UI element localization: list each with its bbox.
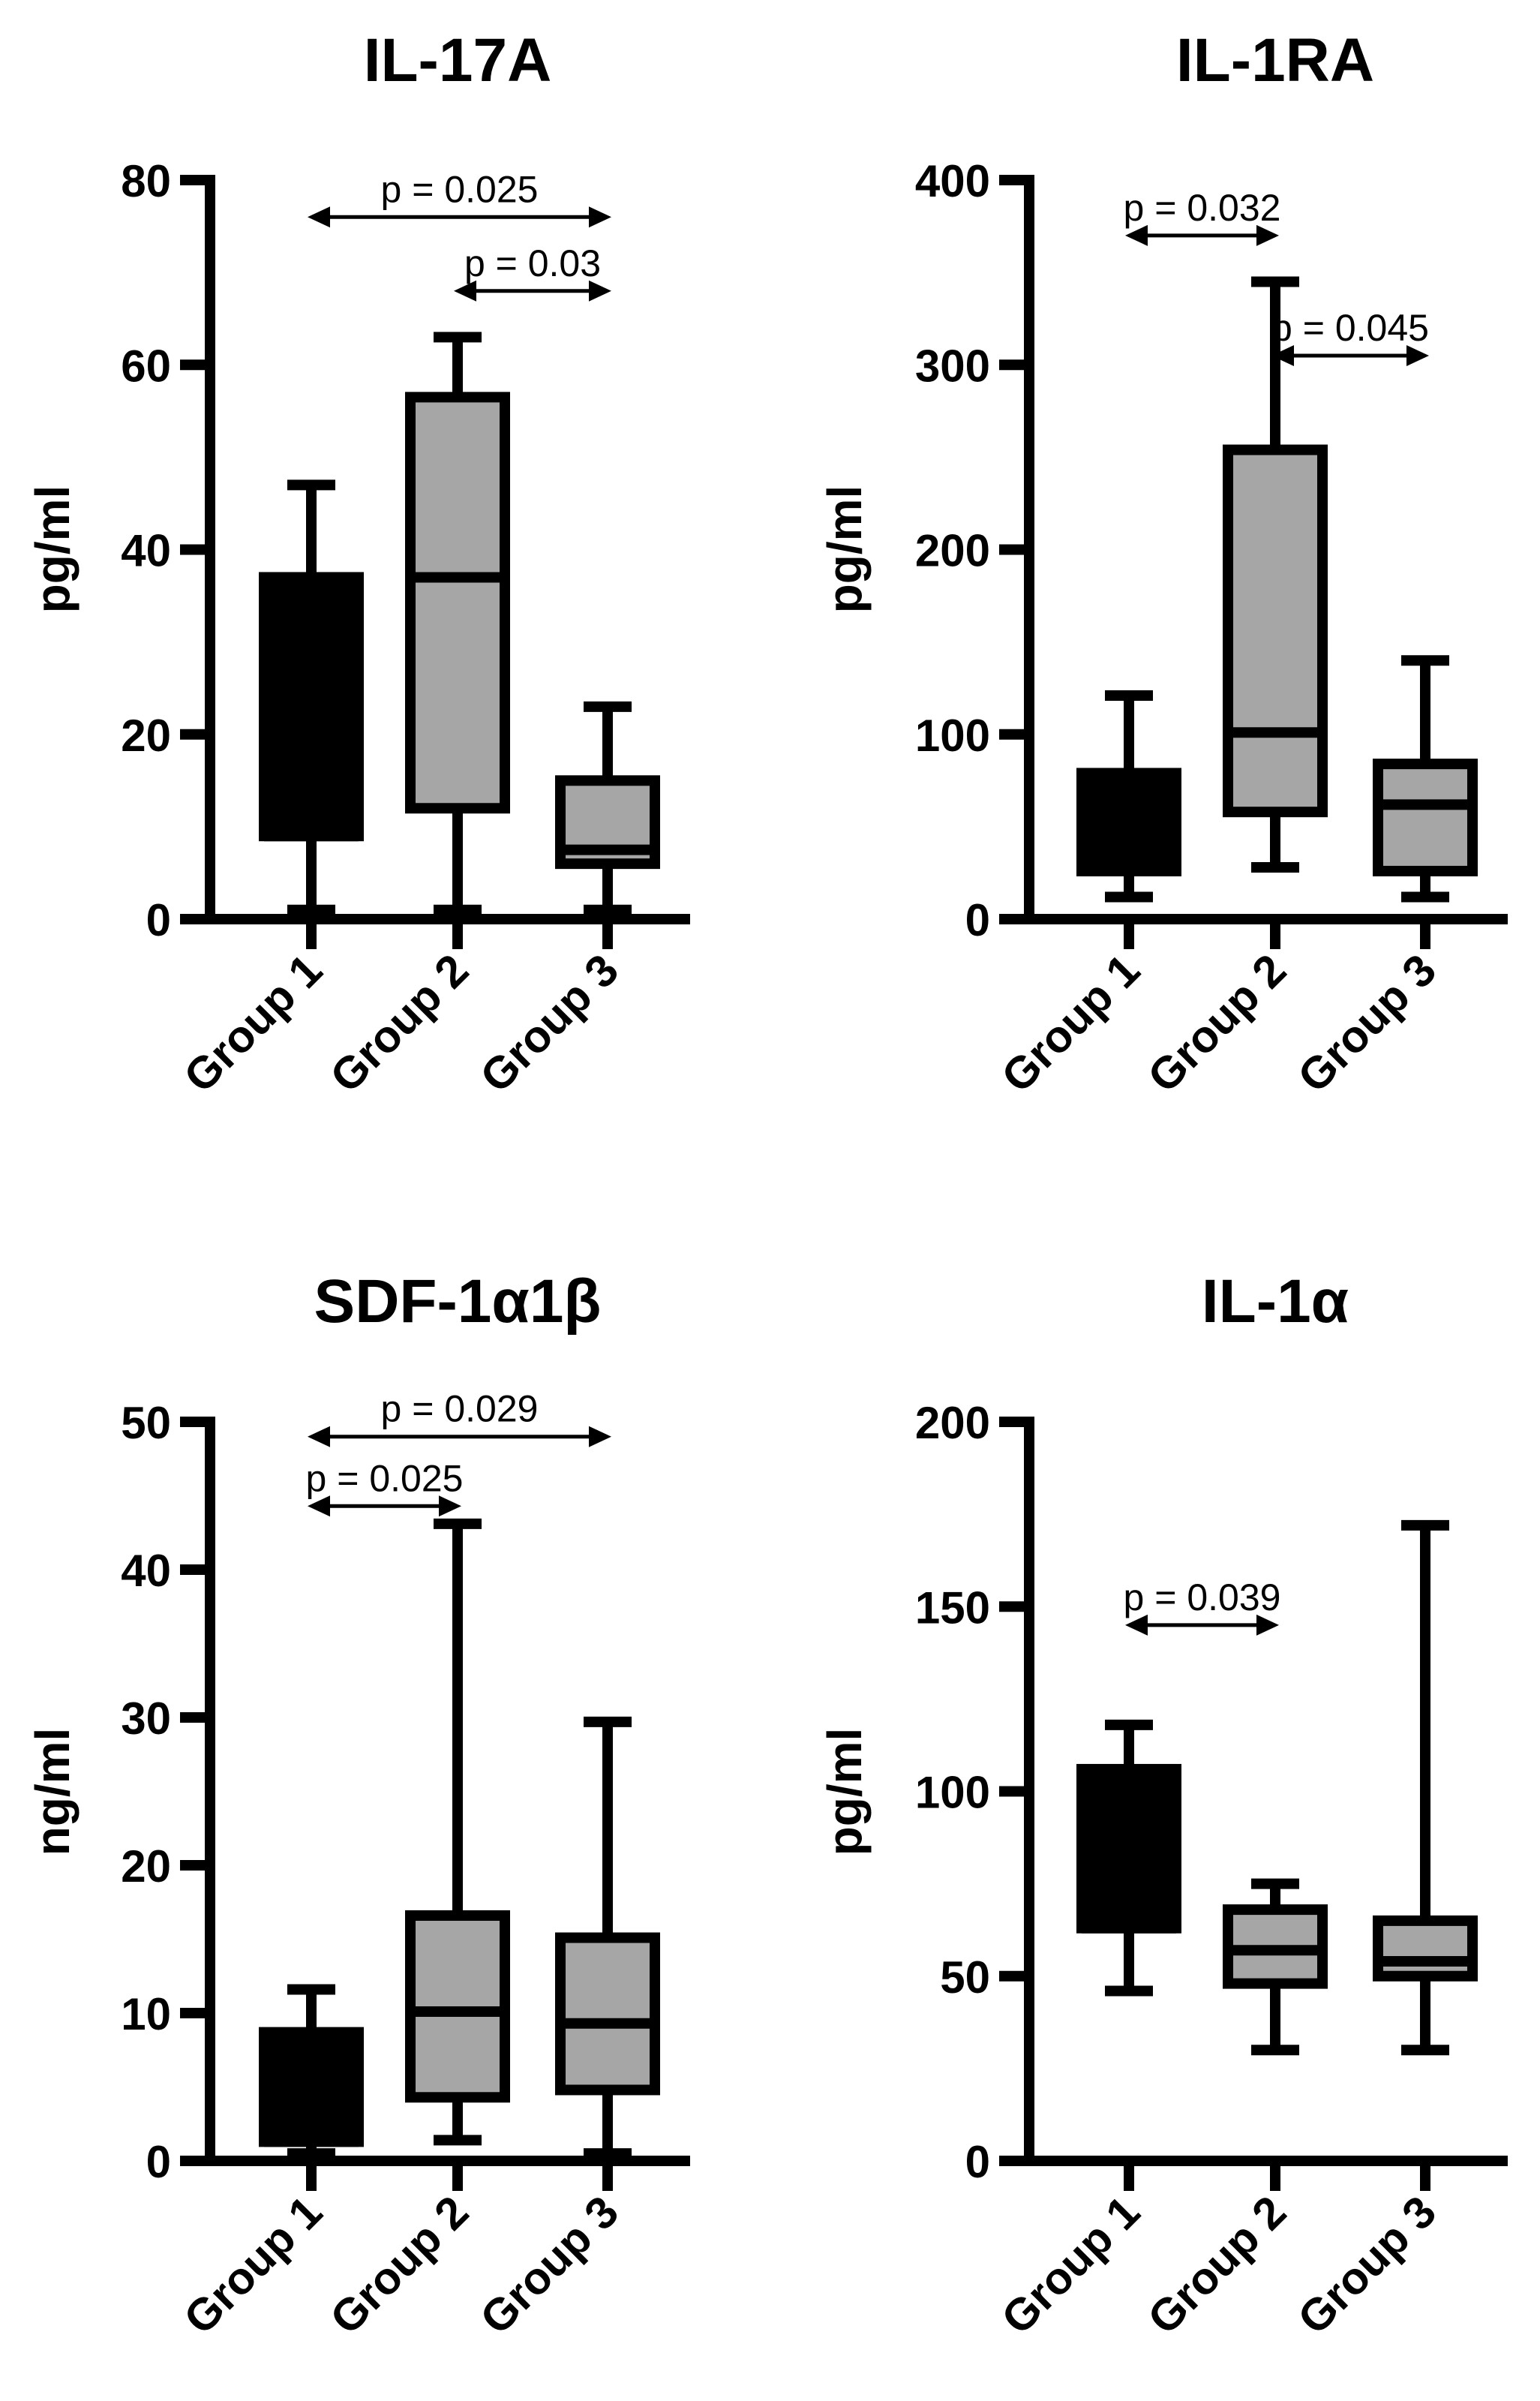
y-axis-label: pg/ml [818,485,872,614]
y-tick-label: 80 [121,156,171,206]
box-3 [555,1716,660,2159]
comparison: p = 0.025 [308,168,611,228]
box-iqr [1076,1763,1181,1934]
y-tick-label: 300 [915,341,990,391]
box-2 [405,332,510,915]
box-3 [1373,1519,1478,2056]
box-2 [1223,1878,1328,2056]
y-tick-label: 40 [121,1546,171,1596]
y-tick-label: 0 [965,895,990,945]
x-tick-label: Group 2 [1138,2186,1295,2344]
arrowhead-left [1125,1614,1148,1636]
p-value-label: p = 0.03 [464,242,601,284]
y-tick-label: 0 [146,895,171,945]
y-tick-label: 40 [121,526,171,576]
arrowhead-right [589,1426,611,1447]
box-iqr [259,2027,364,2147]
y-tick-label: 50 [940,1952,990,2003]
arrowhead-left [1125,224,1148,246]
arrowhead-left [1271,344,1294,366]
arrowhead-right [589,206,611,228]
box-iqr [259,572,364,842]
box-iqr [555,1932,660,2096]
y-axis-label: ng/ml [26,1728,80,1856]
box-2 [405,1518,510,2146]
y-tick-label: 0 [965,2137,990,2187]
arrowhead-left [308,206,330,228]
y-tick-label: 200 [915,526,990,576]
arrowhead-left [308,1426,330,1447]
chart-title: SDF-1α1β [314,1267,602,1336]
arrowhead-right [1406,344,1429,366]
p-value-label: p = 0.025 [381,168,539,210]
x-tick-label: Group 1 [992,2186,1149,2344]
y-tick-label: 10 [121,1989,171,2039]
box-1 [259,1984,364,2159]
comparison: p = 0.039 [1124,1576,1281,1636]
y-axis-label: pg/ml [818,1728,872,1856]
p-value-label: p = 0.029 [381,1388,539,1430]
p-value-label: p = 0.039 [1124,1576,1281,1618]
x-tick-label: Group 2 [320,2186,478,2344]
box-iqr [1223,444,1328,818]
x-tick-label: Group 1 [992,945,1149,1102]
x-tick-label: Group 2 [1138,945,1295,1102]
x-tick-label: Group 3 [1288,2186,1445,2344]
arrowhead-right [439,1495,461,1517]
comparison: p = 0.029 [308,1388,611,1447]
arrowhead-right [589,280,611,302]
y-tick-label: 50 [121,1398,171,1448]
box-3 [1373,655,1478,903]
x-tick-label: Group 3 [470,945,628,1102]
y-tick-label: 100 [915,1768,990,1818]
y-tick-label: 200 [915,1398,990,1448]
comparison: p = 0.032 [1124,187,1281,246]
y-axis-label: pg/ml [26,485,80,614]
p-value-label: p = 0.045 [1271,307,1429,349]
chart-title: IL-1RA [1176,26,1374,95]
comparison: p = 0.025 [306,1457,464,1517]
p-value-label: p = 0.032 [1124,187,1281,229]
y-tick-label: 30 [121,1693,171,1744]
comparison: p = 0.045 [1271,307,1429,366]
y-tick-label: 100 [915,711,990,761]
p-value-label: p = 0.025 [306,1457,464,1499]
box-iqr [405,392,510,814]
y-tick-label: 150 [915,1582,990,1633]
y-tick-label: 400 [915,156,990,206]
box-1 [1076,1719,1181,1997]
y-tick-label: 20 [121,1841,171,1892]
box-2 [1223,276,1328,873]
box-1 [259,479,364,915]
box-iqr [1076,768,1181,876]
box-3 [555,701,660,915]
y-tick-label: 0 [146,2137,171,2187]
chart-title: IL-17A [364,26,552,95]
arrowhead-left [308,1495,330,1517]
arrowhead-right [1256,224,1279,246]
arrowhead-right [1256,1614,1279,1636]
y-tick-label: 20 [121,711,171,761]
x-tick-label: Group 3 [470,2186,628,2344]
x-tick-label: Group 1 [174,945,332,1102]
box-iqr [1373,1915,1478,1982]
chart-title: IL-1α [1202,1267,1349,1336]
x-tick-label: Group 1 [174,2186,332,2344]
box-1 [1076,690,1181,903]
arrowhead-left [454,280,476,302]
y-tick-label: 60 [121,341,171,391]
x-tick-label: Group 2 [320,945,478,1102]
box-iqr [1373,759,1478,876]
comparison: p = 0.03 [454,242,611,302]
x-tick-label: Group 3 [1288,945,1445,1102]
